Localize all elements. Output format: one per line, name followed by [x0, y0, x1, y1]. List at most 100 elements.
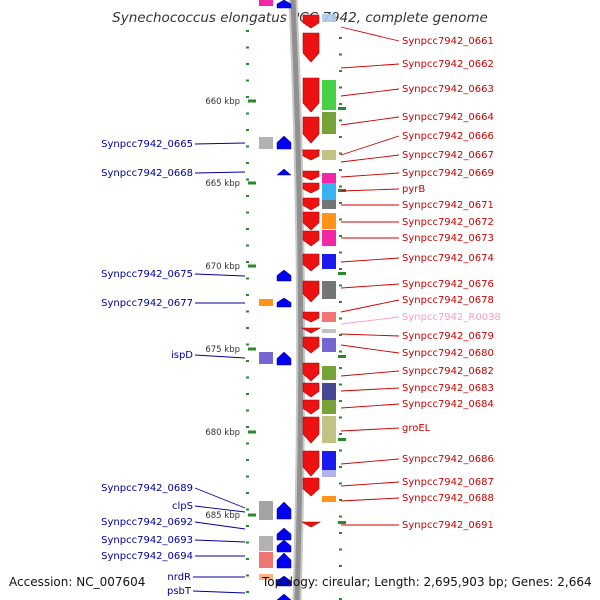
right-leader-line — [340, 299, 400, 313]
minor-tick-left — [246, 261, 249, 263]
minor-tick-left — [246, 277, 249, 280]
major-tick-right — [338, 189, 346, 192]
minor-tick-right — [339, 202, 342, 204]
cog-color-blocks — [259, 0, 336, 580]
right-feature-label: Synpcc7942_0666 — [402, 131, 494, 142]
reverse-gene-arrow — [276, 351, 292, 366]
cog-block-right — [322, 400, 336, 414]
minor-tick-left — [246, 574, 249, 577]
minor-tick-right — [339, 169, 342, 171]
right-feature-label: Synpcc7942_0667 — [402, 150, 494, 161]
major-tick-right — [338, 438, 346, 441]
right-feature-label: Synpcc7942_0674 — [402, 253, 494, 264]
reverse-gene-arrow — [276, 269, 292, 282]
forward-gene-arrow — [302, 399, 320, 415]
reverse-gene-arrow — [276, 539, 292, 553]
minor-tick-right — [339, 400, 342, 402]
left-leader-line — [192, 590, 246, 594]
minor-tick-right — [339, 284, 342, 287]
right-feature-label: Synpcc7942_0673 — [402, 233, 494, 244]
cog-block-right — [322, 470, 336, 477]
cog-block-right — [322, 14, 336, 22]
left-leader-line — [194, 171, 246, 174]
major-tick — [248, 99, 256, 103]
minor-tick-right — [339, 136, 342, 138]
cog-block-left — [259, 552, 273, 568]
left-leader-line — [194, 142, 246, 145]
minor-tick-right — [339, 301, 342, 303]
minor-tick-left — [246, 525, 249, 527]
minor-tick-left — [246, 145, 249, 148]
minor-tick-right — [339, 317, 342, 320]
minor-tick-left — [246, 541, 249, 544]
cog-block-right — [322, 416, 336, 443]
right-feature-label: Synpcc7942_0661 — [402, 36, 494, 47]
major-tick — [248, 430, 256, 434]
gene-features — [276, 0, 322, 600]
minor-tick-right — [339, 581, 342, 584]
minor-tick-left — [246, 46, 249, 49]
minor-tick-right — [339, 268, 342, 270]
right-leader-line — [340, 387, 400, 392]
minor-tick-right — [339, 499, 342, 501]
left-feature-label: Synpcc7942_0668 — [101, 168, 193, 179]
major-tick — [248, 347, 256, 351]
backbone-line — [290, 0, 304, 600]
right-leader-line — [340, 427, 400, 432]
minor-tick-right — [339, 251, 342, 254]
forward-gene-arrow — [302, 230, 320, 247]
minor-tick-right — [339, 565, 342, 567]
right-feature-label: Synpcc7942_0662 — [402, 59, 494, 70]
coordinate-ticks: 660 kbp 665 kbp 670 kbp 675 kbp 680 kbp 685 k… — [205, 30, 346, 600]
cog-block-right — [322, 383, 336, 400]
forward-gene-arrow — [302, 253, 320, 272]
left-leader-line — [194, 539, 246, 543]
minor-tick-left — [246, 393, 249, 395]
cog-block-left — [259, 137, 273, 149]
left-feature-label: Synpcc7942_0694 — [101, 551, 193, 562]
minor-tick-left — [246, 96, 249, 98]
right-leader-line — [340, 135, 400, 156]
minor-tick-left — [246, 30, 249, 32]
map-title: Synechococcus elongatus PCC 7942, comple… — [112, 10, 488, 26]
forward-gene-arrow — [302, 197, 320, 211]
minor-tick-right — [339, 532, 342, 534]
minor-tick-right — [339, 103, 342, 105]
minor-tick-left — [246, 492, 249, 494]
right-feature-label: Synpcc7942_0680 — [402, 348, 494, 359]
major-tick-right — [338, 521, 346, 524]
reverse-gene-arrow — [276, 168, 292, 176]
right-leader-line — [340, 154, 400, 163]
forward-gene-arrow — [302, 32, 320, 63]
kbp-tick-label: 685 kbp — [205, 511, 240, 521]
forward-gene-arrow — [302, 362, 320, 382]
right-feature-label: Synpcc7942_0663 — [402, 84, 494, 95]
left-feature-label: Synpcc7942_0665 — [101, 139, 193, 150]
cog-block-right — [322, 213, 336, 229]
minor-tick-left — [246, 195, 249, 197]
right-feature-label: Synpcc7942_0683 — [402, 383, 494, 394]
right-leader-line — [340, 316, 400, 325]
minor-tick-right — [339, 119, 342, 122]
major-tick-right — [338, 355, 346, 358]
minor-tick-left — [246, 442, 249, 445]
topology-text: Topology: circular; Length: 2,695,903 bp… — [261, 575, 592, 589]
cog-block-right — [322, 496, 336, 502]
forward-gene-arrow — [302, 416, 320, 444]
right-feature-label: Synpcc7942_0671 — [402, 200, 494, 211]
minor-tick-right — [339, 37, 342, 39]
kbp-tick-label: 670 kbp — [205, 262, 240, 272]
right-feature-label: Synpcc7942_0669 — [402, 168, 494, 179]
minor-tick-right — [339, 152, 342, 155]
minor-tick-left — [246, 244, 249, 247]
right-feature-label: Synpcc7942_0687 — [402, 477, 494, 488]
minor-tick-left — [246, 475, 249, 478]
cog-block-right — [322, 200, 336, 209]
minor-tick-right — [339, 350, 342, 353]
right-leader-line — [340, 403, 400, 409]
right-feature-label: Synpcc7942_0679 — [402, 331, 494, 342]
minor-tick-left — [246, 343, 249, 346]
left-leader-line — [194, 273, 246, 277]
